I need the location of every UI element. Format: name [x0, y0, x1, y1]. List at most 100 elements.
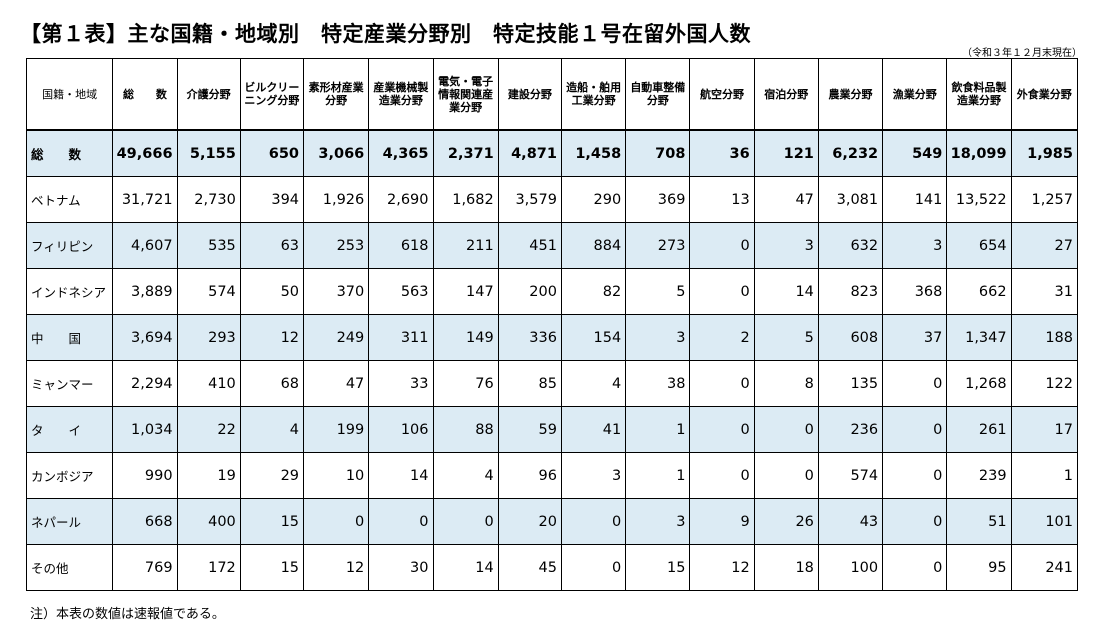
value-cell: 3: [753, 222, 819, 269]
value-cell: 82: [560, 268, 627, 315]
value-cell: 106: [368, 406, 434, 453]
value-cell: 8: [753, 360, 819, 407]
value-cell: 20: [497, 498, 562, 545]
value-cell: 239: [946, 452, 1012, 499]
value-cell: 12: [689, 544, 755, 591]
value-cell: 2: [689, 314, 755, 361]
header-col: 電気・電子情報関連産業分野: [432, 58, 499, 131]
value-cell: 31,721: [112, 176, 178, 223]
value-cell: 45: [497, 544, 562, 591]
value-cell: 608: [817, 314, 884, 361]
value-cell: 47: [753, 176, 819, 223]
value-cell: 47: [303, 360, 370, 407]
value-cell: 1,985: [1010, 129, 1079, 177]
value-cell: 261: [946, 406, 1012, 453]
value-cell: 535: [176, 222, 241, 269]
table-row: ミャンマー 2,294 410 68 47 33 76 85 4 38 0 8 135 0 1,268 122: [25, 360, 1079, 407]
header-row: 国籍・地域総 数介護分野 ビルクリーニング分野 素形材産業分野 産業機械製造業分野 電気…: [25, 58, 1079, 131]
value-cell: 3: [625, 498, 691, 545]
value-cell: 400: [176, 498, 241, 545]
value-cell: 26: [753, 498, 819, 545]
value-cell: 15: [239, 544, 305, 591]
value-cell: 29: [239, 452, 305, 499]
value-cell: 147: [432, 268, 499, 315]
value-cell: 13,522: [946, 176, 1012, 223]
value-cell: 632: [817, 222, 884, 269]
value-cell: 823: [817, 268, 884, 315]
table-row: タ イ 1,034 22 4 199 106 88 59 41 1 0 0 236 0 261 17: [25, 406, 1079, 453]
value-cell: 410: [176, 360, 241, 407]
value-cell: 10: [303, 452, 370, 499]
value-cell: 14: [368, 452, 434, 499]
value-cell: 884: [560, 222, 627, 269]
value-cell: 769: [112, 544, 178, 591]
value-cell: 241: [1010, 544, 1079, 591]
value-cell: 563: [368, 268, 434, 315]
value-cell: 95: [946, 544, 1012, 591]
value-cell: 3: [882, 222, 948, 269]
value-cell: 101: [1010, 498, 1079, 545]
footnote: 注）本表の数値は速報値である。: [30, 607, 225, 622]
value-cell: 1: [625, 452, 691, 499]
header-col: 飲食料品製造業分野: [946, 58, 1012, 131]
header-region: 国籍・地域: [25, 58, 114, 131]
value-cell: 5,155: [176, 129, 241, 177]
value-cell: 211: [432, 222, 499, 269]
value-cell: 1,034: [112, 406, 178, 453]
value-cell: 18,099: [946, 129, 1012, 177]
value-cell: 49,666: [112, 129, 178, 177]
value-cell: 0: [753, 406, 819, 453]
value-cell: 4: [239, 406, 305, 453]
value-cell: 0: [882, 498, 948, 545]
value-cell: 3,694: [112, 314, 178, 361]
value-cell: 1: [625, 406, 691, 453]
value-cell: 1,268: [946, 360, 1012, 407]
total-row: 総 数 49,666 5,155 650 3,066 4,365 2,371 4,871 1,4…: [25, 129, 1079, 177]
header-col: 介護分野: [176, 58, 241, 131]
table-body: 総 数 49,666 5,155 650 3,066 4,365 2,371 4,871 1,4…: [25, 129, 1079, 591]
value-cell: 5: [753, 314, 819, 361]
value-cell: 149: [432, 314, 499, 361]
value-cell: 15: [625, 544, 691, 591]
value-cell: 293: [176, 314, 241, 361]
value-cell: 172: [176, 544, 241, 591]
value-cell: 141: [882, 176, 948, 223]
value-cell: 1,926: [303, 176, 370, 223]
value-cell: 4,607: [112, 222, 178, 269]
value-cell: 662: [946, 268, 1012, 315]
value-cell: 3,066: [303, 129, 370, 177]
value-cell: 37: [882, 314, 948, 361]
value-cell: 0: [689, 268, 755, 315]
value-cell: 370: [303, 268, 370, 315]
value-cell: 549: [882, 129, 948, 177]
value-cell: 574: [817, 452, 884, 499]
region-cell: カンボジア: [25, 452, 114, 499]
value-cell: 22: [176, 406, 241, 453]
value-cell: 618: [368, 222, 434, 269]
table-row: カンボジア 990 19 29 10 14 4 96 3 1 0 0 574 0 239 1: [25, 452, 1079, 499]
value-cell: 154: [560, 314, 627, 361]
value-cell: 200: [497, 268, 562, 315]
value-cell: 2,294: [112, 360, 178, 407]
value-cell: 1,458: [560, 129, 627, 177]
value-cell: 4,871: [497, 129, 562, 177]
value-cell: 0: [882, 544, 948, 591]
header-col: 産業機械製造業分野: [368, 58, 434, 131]
value-cell: 0: [689, 452, 755, 499]
value-cell: 5: [625, 268, 691, 315]
value-cell: 0: [689, 222, 755, 269]
table-row: インドネシア 3,889 574 50 370 563 147 200 82 5 0 14 823 368…: [25, 268, 1079, 315]
value-cell: 19: [176, 452, 241, 499]
value-cell: 43: [817, 498, 884, 545]
value-cell: 650: [239, 129, 305, 177]
value-cell: 654: [946, 222, 1012, 269]
statistics-table: 国籍・地域総 数介護分野 ビルクリーニング分野 素形材産業分野 産業機械製造業分野 電気…: [25, 58, 1079, 591]
header-col: ビルクリーニング分野: [239, 58, 305, 131]
value-cell: 3,579: [497, 176, 562, 223]
value-cell: 121: [753, 129, 819, 177]
value-cell: 122: [1010, 360, 1079, 407]
value-cell: 63: [239, 222, 305, 269]
value-cell: 3: [625, 314, 691, 361]
value-cell: 88: [432, 406, 499, 453]
header-col: 総 数: [112, 58, 178, 131]
